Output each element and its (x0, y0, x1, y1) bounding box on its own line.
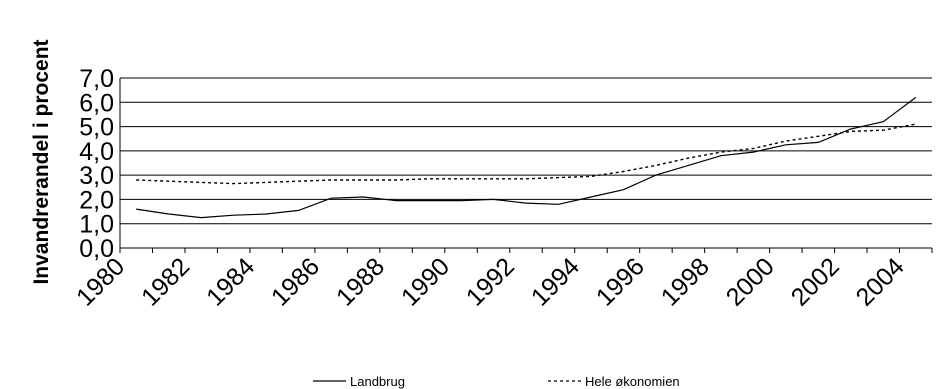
legend: Landbrug Hele økonomien (313, 374, 680, 389)
y-tick-label: 2,0 (79, 186, 114, 214)
x-tick-label: 2004 (851, 252, 910, 311)
legend-label: Hele økonomien (585, 374, 680, 389)
gridlines (120, 77, 932, 225)
y-tick-label: 5,0 (79, 114, 114, 142)
x-tick-labels: 1980 1982 1984 1986 1988 1990 1992 1994 1996 1998… (71, 252, 910, 311)
x-tick-label: 1998 (656, 252, 715, 311)
y-tick-label: 0,0 (79, 235, 114, 263)
x-tick-label: 1990 (396, 252, 455, 311)
series-line-solid (136, 96, 917, 219)
x-tick-label: 1984 (201, 252, 260, 311)
x-tick-label: 1988 (331, 252, 390, 311)
y-tick-label: 6,0 (79, 89, 114, 117)
x-tick-label: 2002 (786, 252, 845, 311)
x-tick-label: 1986 (266, 252, 325, 311)
y-tick-label: 1,0 (79, 211, 114, 239)
y-tick-label: 3,0 (79, 162, 114, 190)
legend-label: Landbrug (350, 374, 405, 389)
series-lines (136, 96, 917, 219)
x-tick-label: 1996 (591, 252, 650, 311)
axes (119, 78, 933, 253)
y-tick-label: 4,0 (79, 138, 114, 166)
x-tick-label: 1992 (461, 252, 520, 311)
y-axis-label: Invandrerandel i procent (30, 39, 53, 284)
x-tick-label: 1994 (526, 252, 585, 311)
x-tick-label: 1982 (136, 252, 195, 311)
x-tick-label: 2000 (721, 252, 780, 311)
y-tick-label: 7,0 (79, 65, 114, 93)
y-tick-labels: 0,01,02,03,04,05,06,07,0 (79, 65, 114, 263)
